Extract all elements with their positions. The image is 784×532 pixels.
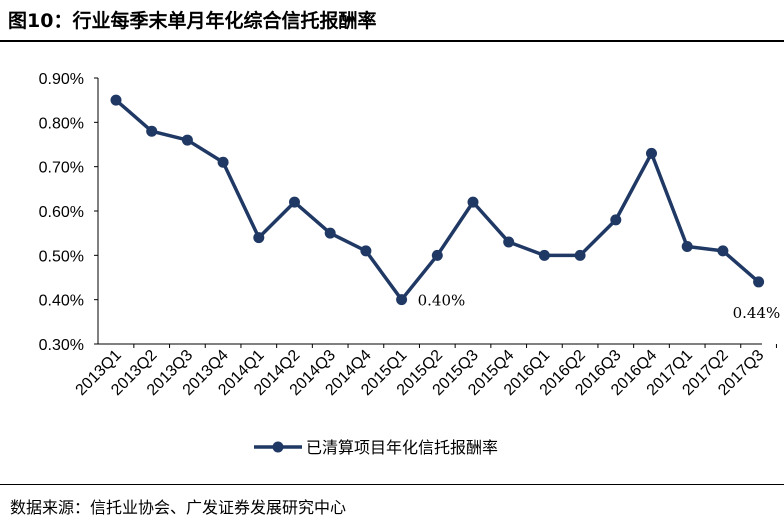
- data-point: [431, 249, 443, 261]
- data-point: [253, 232, 265, 244]
- line-chart: 0.90% 0.80% 0.70% 0.60% 0.50% 0.40% 0.30% 2013…: [39, 71, 781, 457]
- data-point: [753, 276, 765, 288]
- data-point: [217, 156, 229, 168]
- data-point: [610, 214, 622, 226]
- source-rule: [0, 484, 784, 485]
- data-point: [289, 196, 300, 208]
- data-point: [324, 227, 336, 239]
- annotation-layer: 0.40% 0.44%: [418, 292, 781, 322]
- data-point: [717, 245, 729, 257]
- data-point: [538, 249, 550, 261]
- data-point: [360, 245, 372, 257]
- y-tick-label: 0.50%: [39, 248, 84, 265]
- y-tick-label: 0.90%: [39, 71, 84, 88]
- series-line: [114, 98, 760, 302]
- legend-marker: [272, 441, 284, 453]
- legend: 已清算项目年化信托报酬率: [254, 438, 498, 457]
- data-point: [681, 240, 693, 252]
- data-label: 0.40%: [418, 292, 466, 310]
- y-tick-label: 0.70%: [39, 160, 84, 177]
- legend-label: 已清算项目年化信托报酬率: [306, 438, 498, 457]
- data-point: [467, 196, 479, 208]
- data-label: 0.44%: [733, 304, 781, 322]
- y-tick-label: 0.60%: [39, 204, 84, 221]
- y-tick-label: 0.30%: [39, 337, 84, 354]
- series-layer: [110, 94, 765, 306]
- data-point: [646, 147, 657, 159]
- figure-title: 图10：行业每季末单月年化综合信托报酬率: [8, 10, 377, 32]
- data-point: [181, 134, 193, 146]
- data-point: [146, 125, 158, 137]
- data-point: [574, 249, 586, 261]
- title-rule: [0, 40, 784, 42]
- y-axis: 0.90% 0.80% 0.70% 0.60% 0.50% 0.40% 0.30%: [39, 71, 99, 354]
- data-point: [110, 94, 122, 106]
- y-tick-label: 0.80%: [39, 115, 84, 132]
- x-axis: 2013Q12013Q22013Q32013Q42014Q12014Q22014…: [73, 343, 777, 399]
- y-tick-label: 0.40%: [39, 293, 84, 310]
- data-point: [503, 236, 515, 248]
- source-note: 数据来源：信托业协会、广发证券发展研究中心: [10, 498, 347, 517]
- data-point: [396, 294, 408, 306]
